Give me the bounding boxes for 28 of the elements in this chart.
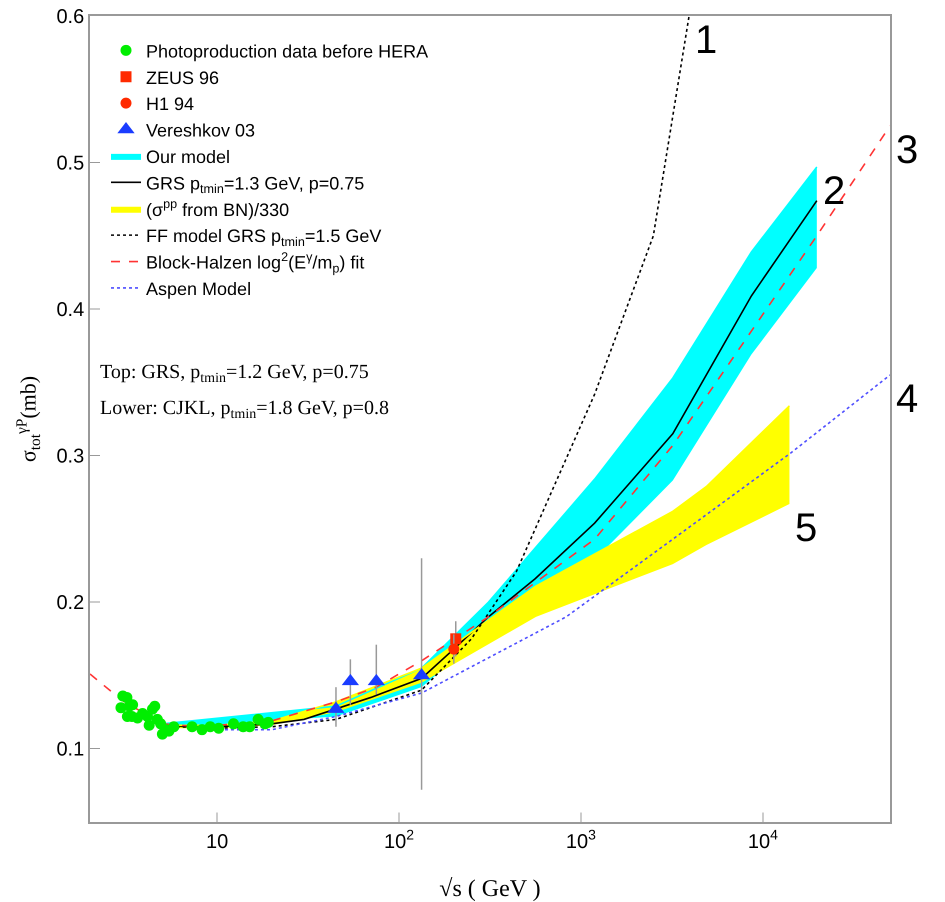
legend-label: FF model GRS p$_{tmin}$=1.5 GeV bbox=[146, 226, 382, 249]
annotation: Top: GRS, p$_{tmin}$=1.2 GeV, p=0.75 bbox=[100, 361, 369, 386]
annotation: 4 bbox=[896, 377, 918, 421]
y-tick-label: 0.5 bbox=[56, 152, 84, 175]
x-tick-label: 10$^{2}$ bbox=[384, 826, 414, 853]
legend-label: Photoproduction data before HERA bbox=[146, 41, 428, 62]
x-tick-label: 10$^{4}$ bbox=[748, 826, 778, 853]
y-tick-label: 0.3 bbox=[56, 446, 84, 468]
x-tick-label: 10 bbox=[206, 830, 228, 853]
legend-label: Vereshkov 03 bbox=[146, 120, 256, 141]
x-axis-title: √s ( GeV ) bbox=[439, 876, 541, 902]
y-tick-label: 0.2 bbox=[56, 592, 84, 614]
annotation: 3 bbox=[896, 128, 918, 172]
legend-label: ZEUS 96 bbox=[146, 68, 220, 88]
annotation: 5 bbox=[795, 506, 818, 550]
legend-label: Our model bbox=[146, 146, 230, 167]
legend-label: H1 94 bbox=[146, 94, 194, 114]
legend-label: Block-Halzen log$^{2}$(E$^{γ}$/m$_{p}$) fit bbox=[146, 250, 364, 276]
legend-label: (σ$^{pp}$ from BN)/330 bbox=[146, 197, 290, 220]
annotation: 2 bbox=[823, 169, 846, 213]
y-tick-label: 0.1 bbox=[56, 738, 84, 761]
y-tick-label: 0.6 bbox=[56, 6, 84, 28]
x-tick-label: 10$^{3}$ bbox=[566, 826, 596, 853]
legend-label: GRS p$_{tmin}$=1.3 GeV, p=0.75 bbox=[146, 173, 364, 196]
annotation: Lower: CJKL, p$_{tmin}$=1.8 GeV, p=0.8 bbox=[100, 397, 389, 422]
y-tick-label: 0.4 bbox=[56, 299, 84, 322]
annotation: 1 bbox=[695, 18, 718, 62]
legend-label: Aspen Model bbox=[146, 278, 252, 299]
